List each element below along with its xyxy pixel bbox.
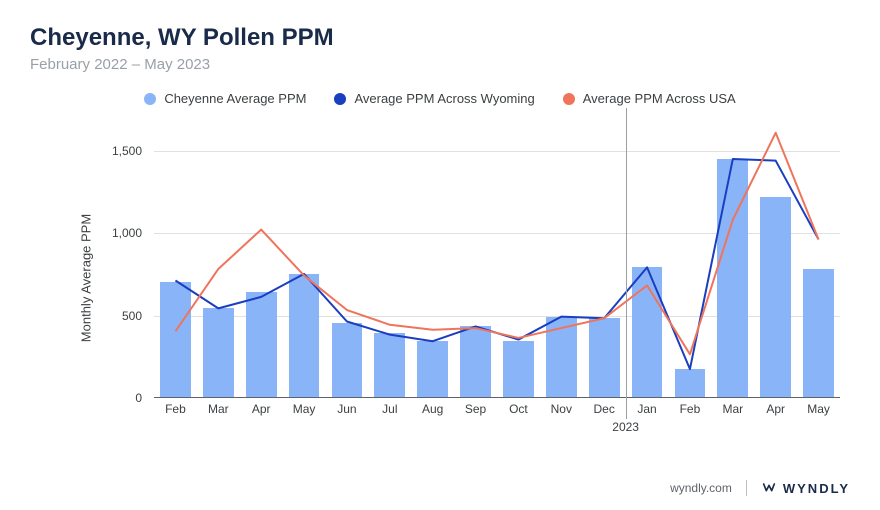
footer: wyndly.com WYNDLY bbox=[670, 480, 850, 496]
plot-region bbox=[154, 118, 840, 398]
year-label: 2023 bbox=[612, 420, 639, 434]
chart-subtitle: February 2022 – May 2023 bbox=[30, 56, 850, 73]
chart-area: Monthly Average PPM 05001,0001,500 FebMa… bbox=[30, 118, 850, 438]
x-axis: FebMarAprMayJunJulAugSepOctNovDecJanFebM… bbox=[154, 402, 840, 416]
x-tick-label: Nov bbox=[540, 402, 583, 416]
divider-icon bbox=[746, 480, 747, 496]
legend-swatch-icon bbox=[334, 93, 346, 105]
x-tick-label: May bbox=[797, 402, 840, 416]
legend-item: Average PPM Across Wyoming bbox=[334, 91, 534, 106]
x-tick-label: Mar bbox=[711, 402, 754, 416]
legend: Cheyenne Average PPM Average PPM Across … bbox=[30, 91, 850, 106]
brand-logo-icon bbox=[761, 480, 777, 496]
y-axis-label: Monthly Average PPM bbox=[79, 214, 94, 342]
x-tick-label: Mar bbox=[197, 402, 240, 416]
footer-site: wyndly.com bbox=[670, 481, 732, 495]
legend-item: Cheyenne Average PPM bbox=[144, 91, 306, 106]
y-tick: 1,000 bbox=[112, 226, 142, 240]
x-tick-label: Sep bbox=[454, 402, 497, 416]
y-tick: 0 bbox=[135, 391, 142, 405]
year-divider bbox=[626, 108, 627, 419]
legend-item: Average PPM Across USA bbox=[563, 91, 736, 106]
chart-title: Cheyenne, WY Pollen PPM bbox=[30, 24, 850, 52]
x-tick-label: Oct bbox=[497, 402, 540, 416]
y-axis: 05001,0001,500 bbox=[100, 118, 150, 398]
legend-swatch-icon bbox=[563, 93, 575, 105]
x-tick-label: Jul bbox=[368, 402, 411, 416]
legend-label: Average PPM Across USA bbox=[583, 91, 736, 106]
x-tick-label: Apr bbox=[754, 402, 797, 416]
x-tick-label: May bbox=[283, 402, 326, 416]
x-tick-label: Dec bbox=[583, 402, 626, 416]
y-tick: 1,500 bbox=[112, 144, 142, 158]
x-tick-label: Apr bbox=[240, 402, 283, 416]
x-tick-label: Aug bbox=[411, 402, 454, 416]
x-tick-label: Jun bbox=[326, 402, 369, 416]
brand-text: WYNDLY bbox=[783, 481, 850, 496]
line-series bbox=[175, 159, 818, 369]
legend-label: Average PPM Across Wyoming bbox=[354, 91, 534, 106]
x-tick-label: Feb bbox=[669, 402, 712, 416]
x-tick-label: Jan bbox=[626, 402, 669, 416]
y-tick: 500 bbox=[122, 309, 142, 323]
legend-label: Cheyenne Average PPM bbox=[164, 91, 306, 106]
line-series bbox=[175, 133, 818, 355]
legend-swatch-icon bbox=[144, 93, 156, 105]
x-tick-label: Feb bbox=[154, 402, 197, 416]
brand: WYNDLY bbox=[761, 480, 850, 496]
